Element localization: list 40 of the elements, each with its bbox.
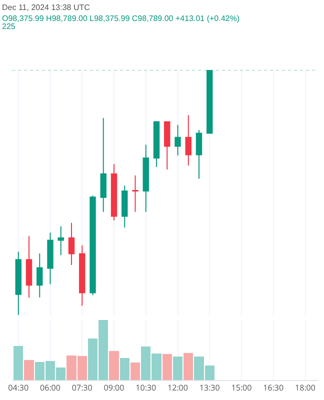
candlestick bbox=[122, 185, 128, 228]
x-tick-label: 12:00 bbox=[168, 382, 188, 394]
candlestick bbox=[47, 232, 54, 285]
x-tick-label: 04:30 bbox=[8, 382, 29, 394]
bar bbox=[120, 358, 130, 380]
candlestick bbox=[79, 244, 86, 306]
candlestick bbox=[153, 121, 160, 168]
bar bbox=[184, 353, 194, 380]
x-tick-label: 06:00 bbox=[40, 382, 61, 394]
candlestick bbox=[36, 253, 43, 298]
text: 225 bbox=[2, 22, 16, 31]
bar bbox=[14, 346, 24, 380]
text: O98,375.99 H98,789.00 L98,375.99 C98,789.00 +413.01 (+0.42%) bbox=[2, 14, 240, 23]
candlestick bbox=[185, 114, 192, 166]
candlestick bbox=[58, 226, 64, 256]
x-tick-label: 13:30 bbox=[199, 382, 220, 394]
candlestick bbox=[132, 174, 138, 212]
bar bbox=[162, 354, 172, 380]
x-tick-label: 18:00 bbox=[295, 382, 316, 394]
candlestick bbox=[100, 118, 106, 212]
candlestick bbox=[206, 70, 213, 134]
x-tick-label: 09:00 bbox=[104, 382, 125, 394]
chart-subtitle: Dec 11, 2024 13:38 UTC bbox=[2, 3, 90, 12]
x-tick-label: 07:30 bbox=[72, 382, 93, 394]
candlestick bbox=[164, 121, 170, 170]
x-tick-label: 15:00 bbox=[231, 382, 252, 394]
bar bbox=[130, 362, 140, 380]
candlestick bbox=[196, 130, 202, 180]
candlestick bbox=[110, 164, 118, 221]
candlestick bbox=[68, 222, 75, 266]
x-tick-label: 10:30 bbox=[136, 382, 156, 394]
bar bbox=[24, 360, 34, 380]
candlestick bbox=[15, 251, 22, 315]
x-tick-label: 16:30 bbox=[263, 382, 284, 394]
bar bbox=[109, 351, 119, 380]
candlestick bbox=[174, 124, 181, 156]
candlestick bbox=[26, 236, 32, 298]
bar bbox=[172, 356, 183, 380]
candlestick bbox=[142, 144, 149, 212]
candlestick bbox=[90, 194, 96, 296]
